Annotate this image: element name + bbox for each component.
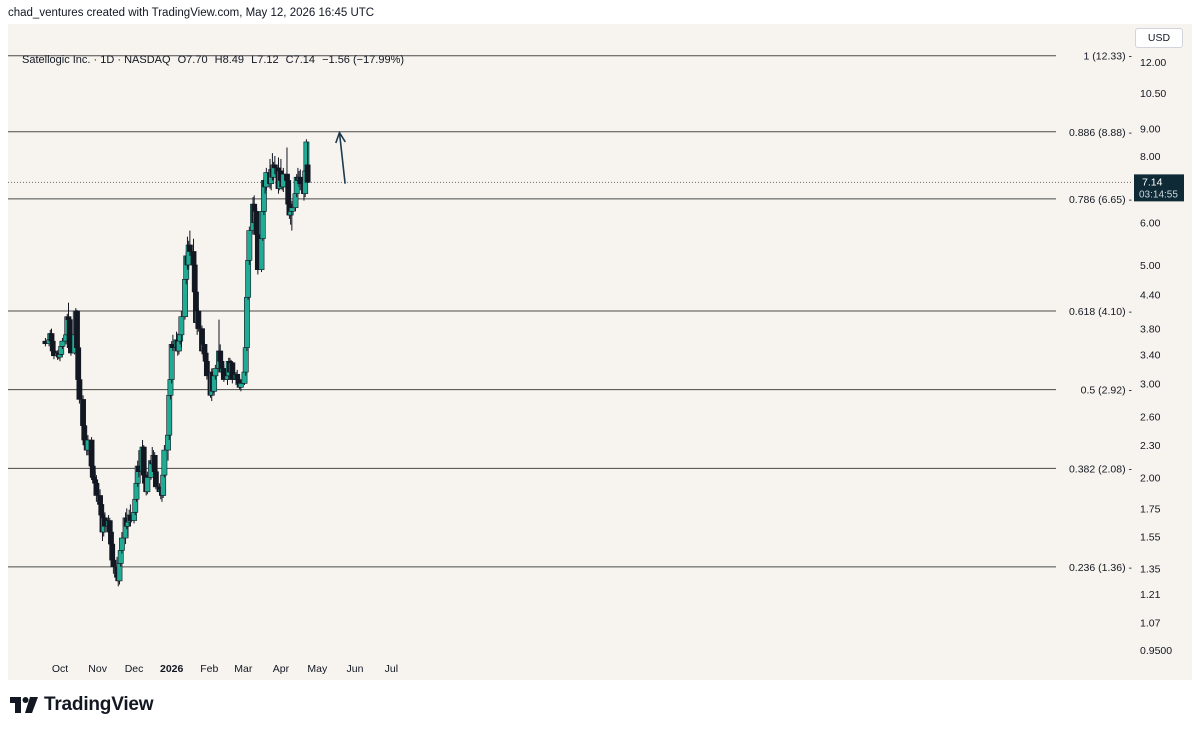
candle-90: [195, 308, 202, 332]
candle-10: [59, 337, 66, 349]
x-tick-0: Oct: [52, 663, 68, 675]
candle-135: [271, 156, 278, 175]
candle-20: [76, 375, 83, 404]
candle-118: [244, 294, 250, 351]
candle-18: [74, 309, 80, 351]
y-tick-15: 1.35: [1140, 564, 1161, 576]
price-axis[interactable]: 12.00 10.50 9.00 8.00 6.00 5.00 4.40 3.80 3.40 3.…: [1140, 57, 1172, 657]
currency-button[interactable]: USD: [1135, 28, 1183, 48]
candle-87: [191, 262, 198, 295]
candle-65: [152, 466, 159, 490]
fibonacci-levels: 1 (12.33) - 0.886 (8.88) - 0.786 (6.65) - 0…: [8, 51, 1133, 574]
arrow-shaft: [338, 132, 346, 184]
candlestick-chart[interactable]: 1 (12.33) - 0.886 (8.88) - 0.786 (6.65) - 0…: [8, 24, 1192, 680]
legend-open: O7.70: [177, 54, 208, 66]
y-tick-2: 9.00: [1140, 124, 1161, 136]
candle-72: [166, 391, 173, 441]
candle-57: [140, 445, 147, 478]
x-tick-1: Nov: [88, 663, 107, 675]
y-tick-14: 1.55: [1140, 532, 1161, 544]
x-tick-4: Feb: [200, 663, 218, 675]
tradingview-brand: TradingView: [44, 694, 154, 715]
x-tick-6: Apr: [273, 663, 290, 675]
x-tick-9: Jul: [385, 663, 398, 675]
symbol-title: Satellogic Inc. · 1D · NASDAQ: [22, 54, 171, 66]
annotation-arrow: [335, 130, 346, 184]
candle-154: [304, 142, 311, 184]
y-tick-0: 12.00: [1140, 57, 1166, 69]
candle-69: [160, 471, 167, 499]
candle-120: [246, 226, 253, 265]
candle-100: [212, 364, 219, 380]
candle-54: [134, 460, 141, 487]
candle-119: [245, 255, 252, 300]
candle-30: [93, 475, 100, 502]
candle-81: [182, 276, 188, 320]
candle-115: [237, 379, 244, 392]
y-tick-10: 2.60: [1140, 412, 1161, 424]
candle-21: [80, 395, 86, 431]
candle-126: [258, 234, 265, 273]
x-tick-8: Jun: [346, 663, 363, 675]
chart-credit: chad_ventures created with TradingView.c…: [8, 7, 375, 19]
y-tick-18: 0.9500: [1140, 645, 1172, 657]
candle-85: [186, 230, 193, 256]
y-tick-8: 3.40: [1140, 349, 1161, 361]
candles: [42, 139, 311, 587]
candle-117: [242, 344, 249, 376]
candle-40: [110, 551, 117, 574]
y-tick-7: 3.80: [1140, 324, 1161, 336]
y-tick-11: 2.30: [1140, 440, 1161, 452]
tradingview-logo-icon: [10, 697, 38, 713]
time-axis[interactable]: Oct Nov Dec 2026 Feb Mar Apr May Jun Jul: [52, 663, 398, 675]
legend-high: H8.49: [214, 54, 245, 66]
last-price-badge-bg: [1134, 174, 1184, 202]
candle-110: [229, 361, 236, 384]
candle-145: [288, 200, 295, 231]
legend-low: L7.12: [251, 54, 279, 66]
y-tick-16: 1.21: [1140, 589, 1161, 601]
candle-95: [203, 357, 210, 380]
chart-frame[interactable]: 1 (12.33) - 0.886 (8.88) - 0.786 (6.65) - 0…: [8, 24, 1192, 680]
x-tick-7: May: [307, 663, 328, 675]
bar-countdown: 03:14:55: [1139, 189, 1178, 200]
y-tick-5: 5.00: [1140, 260, 1161, 272]
y-tick-3: 8.00: [1140, 151, 1161, 163]
fib-label-6: 0.236 (1.36) -: [1069, 562, 1133, 574]
y-tick-9: 3.00: [1140, 378, 1161, 390]
y-tick-13: 1.75: [1140, 503, 1161, 515]
candle-80: [178, 310, 185, 348]
fib-label-2: 0.786 (6.65) -: [1069, 194, 1133, 206]
candle-45: [119, 532, 125, 554]
y-tick-1: 10.50: [1140, 88, 1166, 100]
fib-label-0: 1 (12.33) -: [1084, 51, 1133, 63]
candle-43: [116, 560, 123, 585]
candle-124: [253, 207, 260, 239]
y-tick-12: 2.00: [1140, 472, 1161, 484]
candle-60: [144, 471, 151, 495]
y-tick-6: 4.40: [1140, 290, 1161, 302]
candle-70: [161, 445, 168, 478]
symbol-legend: Satellogic Inc. · 1D · NASDAQ O7.70 H8.4…: [22, 54, 408, 66]
tradingview-logo: TradingView: [10, 694, 154, 716]
x-tick-3: 2026: [160, 663, 184, 675]
fib-label-1: 0.886 (8.88) -: [1069, 127, 1133, 139]
y-tick-17: 1.07: [1140, 617, 1161, 629]
candle-19: [75, 344, 82, 384]
arrow-head: [335, 130, 346, 144]
fib-label-4: 0.5 (2.92) -: [1081, 385, 1133, 397]
fib-label-3: 0.618 (4.10) -: [1069, 306, 1133, 318]
legend-change: −1.56 (−17.99%): [322, 54, 405, 66]
legend-close: C7.14: [285, 54, 316, 66]
fib-label-5: 0.382 (2.08) -: [1069, 463, 1133, 475]
x-tick-5: Mar: [234, 663, 253, 675]
y-tick-4: 6.00: [1140, 218, 1161, 230]
candle-127: [259, 207, 266, 241]
last-price-value: 7.14: [1142, 176, 1163, 188]
candle-14: [66, 316, 73, 351]
x-tick-2: Dec: [125, 663, 144, 675]
